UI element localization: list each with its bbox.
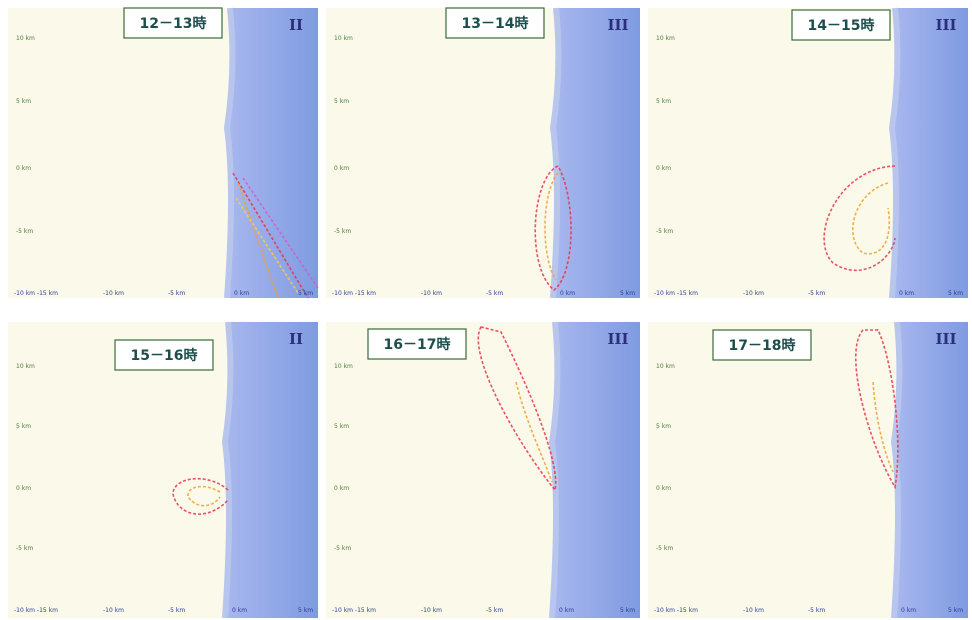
x-label: -5 km xyxy=(486,607,503,614)
y-label: 0 km xyxy=(334,165,349,172)
time-label: 12－13時 xyxy=(140,15,207,32)
time-label: 15－16時 xyxy=(131,347,198,364)
y-label: 10 km xyxy=(16,363,35,370)
y-label: -5 km xyxy=(334,545,351,552)
map-panel: 16－17時 III 10 km 5 km 0 km -5 km -10 km -15 km… xyxy=(326,322,640,618)
x-label: -10 km -15 km xyxy=(654,607,698,614)
y-label: 10 km xyxy=(656,363,675,370)
x-label: -10 km -15 km xyxy=(332,607,376,614)
x-label: 5 km xyxy=(620,607,635,614)
x-label: -5 km xyxy=(486,290,503,297)
x-label: 0 km xyxy=(559,607,574,614)
y-label: 5 km xyxy=(334,423,349,430)
y-label: 5 km xyxy=(334,98,349,105)
sea xyxy=(230,8,318,298)
y-label: -5 km xyxy=(334,228,351,235)
map-panel: 12－13時 II 10 km 5 km 0 km -5 km -10 km -15 km -… xyxy=(8,8,318,298)
x-label: -10 km xyxy=(421,290,442,297)
x-label: -5 km xyxy=(168,290,185,297)
y-label: 0 km xyxy=(16,165,31,172)
x-label: -10 km xyxy=(743,290,764,297)
y-label: -5 km xyxy=(656,545,673,552)
x-label: -5 km xyxy=(808,607,825,614)
y-label: 0 km xyxy=(16,485,31,492)
x-label: -10 km xyxy=(421,607,442,614)
x-label: 5 km xyxy=(298,607,313,614)
x-label: -10 km xyxy=(103,290,124,297)
time-label: 16－17時 xyxy=(384,336,451,353)
y-label: -5 km xyxy=(656,228,673,235)
y-label: -5 km xyxy=(16,228,33,235)
x-label: -10 km -15 km xyxy=(14,290,58,297)
y-label: 0 km xyxy=(656,165,671,172)
x-label: 0 km xyxy=(232,607,247,614)
y-label: 10 km xyxy=(656,35,675,42)
x-label: -10 km -15 km xyxy=(14,607,58,614)
map-panel: 17－18時 III 10 km 5 km 0 km -5 km -10 km -15 km… xyxy=(648,322,968,618)
sea xyxy=(228,322,318,618)
figure: 12－13時 II 10 km 5 km 0 km -5 km -10 km -15 km -… xyxy=(0,0,972,620)
sea xyxy=(895,8,968,298)
x-label: -10 km -15 km xyxy=(654,290,698,297)
map-panel: 15－16時 II 10 km 5 km 0 km -5 km -10 km -15 km -… xyxy=(8,322,318,618)
x-label: -10 km xyxy=(743,607,764,614)
x-label: 5 km xyxy=(948,290,963,297)
class-label: III xyxy=(935,16,956,34)
sea xyxy=(897,322,968,618)
x-label: 0 km xyxy=(901,607,916,614)
x-label: 0 km xyxy=(899,290,914,297)
class-label: III xyxy=(607,330,628,348)
y-label: 10 km xyxy=(16,35,35,42)
y-label: 0 km xyxy=(334,485,349,492)
map-panel: 13－14時 III 10 km 5 km 0 km -5 km -10 km -15 km… xyxy=(326,8,640,298)
y-label: 0 km xyxy=(656,485,671,492)
class-label: II xyxy=(289,330,303,348)
x-label: -10 km -15 km xyxy=(332,290,376,297)
y-label: 10 km xyxy=(334,363,353,370)
x-label: -5 km xyxy=(168,607,185,614)
y-label: 5 km xyxy=(16,98,31,105)
class-label: III xyxy=(607,16,628,34)
y-label: 5 km xyxy=(656,98,671,105)
time-label: 13－14時 xyxy=(462,15,529,32)
x-label: 0 km xyxy=(560,290,575,297)
sea xyxy=(555,322,640,618)
y-label: 10 km xyxy=(334,35,353,42)
time-label: 14－15時 xyxy=(808,17,875,34)
y-label: 5 km xyxy=(16,423,31,430)
sea xyxy=(556,8,640,298)
y-label: -5 km xyxy=(16,545,33,552)
y-label: 5 km xyxy=(656,423,671,430)
class-label: II xyxy=(289,16,303,34)
x-label: 5 km xyxy=(620,290,635,297)
x-label: 0 km xyxy=(234,290,249,297)
class-label: III xyxy=(935,330,956,348)
x-label: -10 km xyxy=(103,607,124,614)
x-label: -5 km xyxy=(808,290,825,297)
time-label: 17－18時 xyxy=(729,337,796,354)
x-label: 5 km xyxy=(948,607,963,614)
x-label: 5 km xyxy=(298,290,313,297)
map-panel: 14－15時 III 10 km 5 km 0 km -5 km -10 km -15 km… xyxy=(648,8,968,298)
